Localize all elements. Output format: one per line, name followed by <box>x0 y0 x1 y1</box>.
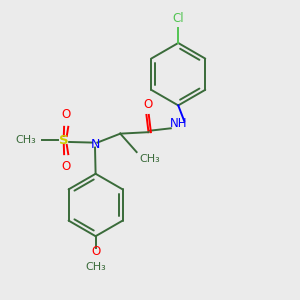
Text: CH₃: CH₃ <box>85 262 106 272</box>
Text: S: S <box>59 134 69 147</box>
Text: Cl: Cl <box>172 12 184 25</box>
Text: O: O <box>61 108 71 121</box>
Text: CH₃: CH₃ <box>15 136 36 146</box>
Text: O: O <box>143 98 152 111</box>
Text: N: N <box>90 138 100 151</box>
Text: O: O <box>61 160 71 173</box>
Text: CH₃: CH₃ <box>140 154 160 164</box>
Text: NH: NH <box>169 117 187 130</box>
Text: O: O <box>91 244 100 258</box>
